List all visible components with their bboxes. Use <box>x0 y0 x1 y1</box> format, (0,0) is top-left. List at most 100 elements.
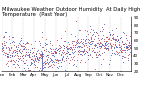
Point <box>38 52 40 54</box>
Point <box>31 47 33 49</box>
Point <box>129 51 132 53</box>
Point <box>102 44 104 46</box>
Point <box>95 45 98 46</box>
Point <box>56 50 59 51</box>
Point <box>78 46 81 48</box>
Point <box>3 42 5 43</box>
Point <box>47 63 49 64</box>
Point <box>38 41 40 42</box>
Point <box>110 46 112 47</box>
Point <box>58 44 60 45</box>
Point <box>23 47 26 49</box>
Point <box>51 53 54 54</box>
Point <box>33 48 35 49</box>
Point <box>27 48 29 49</box>
Point <box>128 35 131 36</box>
Point <box>102 38 105 40</box>
Point <box>79 50 81 52</box>
Point <box>69 59 71 61</box>
Point <box>71 46 74 48</box>
Point <box>72 65 74 66</box>
Point <box>108 37 110 39</box>
Point <box>41 47 43 48</box>
Point <box>39 53 41 55</box>
Point <box>125 43 127 45</box>
Point <box>34 53 37 54</box>
Point <box>46 54 48 56</box>
Point <box>83 49 86 51</box>
Point <box>54 48 56 49</box>
Point <box>91 50 93 52</box>
Point <box>17 50 20 51</box>
Point <box>31 52 34 54</box>
Point <box>82 44 85 46</box>
Point <box>4 54 6 56</box>
Point <box>29 52 32 53</box>
Point <box>82 38 84 39</box>
Point <box>114 43 116 44</box>
Point <box>0 50 3 52</box>
Point <box>7 55 10 56</box>
Point <box>32 54 35 56</box>
Point <box>103 41 105 42</box>
Point <box>18 58 21 60</box>
Point <box>67 41 69 43</box>
Point <box>10 36 13 37</box>
Point <box>90 39 92 40</box>
Point <box>27 69 29 70</box>
Point <box>40 31 43 33</box>
Point <box>63 40 66 42</box>
Point <box>18 50 20 51</box>
Point <box>57 47 60 48</box>
Point <box>92 40 95 42</box>
Point <box>94 52 96 53</box>
Point <box>33 59 36 61</box>
Point <box>93 48 95 49</box>
Point <box>71 52 73 53</box>
Point <box>99 48 101 49</box>
Point <box>118 42 120 43</box>
Point <box>119 49 122 50</box>
Point <box>68 54 71 55</box>
Point <box>2 48 5 49</box>
Point <box>99 43 102 44</box>
Point <box>116 52 119 54</box>
Point <box>24 46 27 47</box>
Point <box>106 47 109 49</box>
Point <box>81 44 84 45</box>
Point <box>57 67 60 68</box>
Point <box>52 64 55 65</box>
Point <box>79 41 82 43</box>
Point <box>47 54 49 56</box>
Point <box>91 48 93 49</box>
Point <box>39 57 42 59</box>
Point <box>45 59 48 61</box>
Point <box>35 54 38 55</box>
Point <box>72 63 75 65</box>
Point <box>22 55 24 56</box>
Point <box>5 32 8 33</box>
Point <box>127 60 129 61</box>
Point <box>61 59 64 60</box>
Point <box>16 46 19 48</box>
Point <box>118 44 121 45</box>
Point <box>104 47 107 49</box>
Point <box>75 44 77 45</box>
Point <box>44 50 47 52</box>
Point <box>83 43 86 44</box>
Point <box>94 57 97 58</box>
Point <box>12 59 15 60</box>
Point <box>91 42 93 44</box>
Point <box>23 45 25 47</box>
Point <box>15 47 17 48</box>
Point <box>24 56 27 57</box>
Point <box>36 49 39 51</box>
Point <box>18 55 21 57</box>
Point <box>28 69 30 70</box>
Point <box>37 59 40 61</box>
Point <box>16 63 19 65</box>
Point <box>22 57 24 58</box>
Point <box>19 48 22 49</box>
Point <box>60 38 62 39</box>
Point <box>77 42 79 43</box>
